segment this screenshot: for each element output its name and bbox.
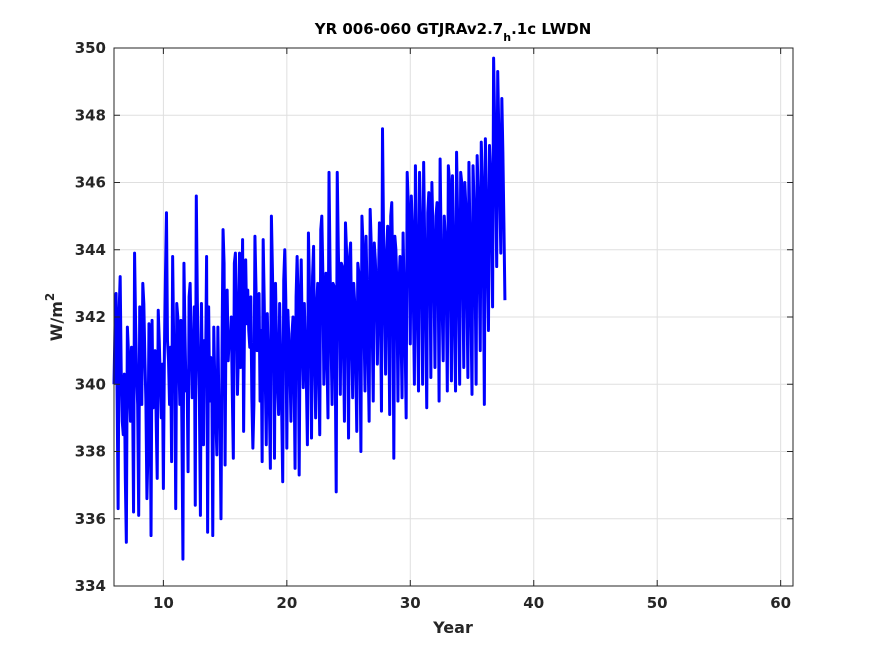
x-tick-label: 50 [647, 594, 668, 612]
y-axis-label: W/m2 [43, 293, 66, 342]
series-line [112, 56, 507, 561]
x-tick-label: 40 [523, 594, 544, 612]
axis-ticks: 10 20 30 40 50 60 334 336 338 340 342 344 346 348 350 [75, 39, 793, 612]
x-tick-label: 60 [770, 594, 791, 612]
y-tick-label: 348 [75, 106, 106, 124]
chart-title: YR 006-060 GTJRAv2.7h.1c LWDN [314, 20, 592, 44]
y-tick-label: 344 [75, 241, 106, 259]
chart-title-suffix: .1c LWDN [511, 20, 591, 38]
x-tick-label: 10 [153, 594, 174, 612]
x-tick-label: 30 [400, 594, 421, 612]
chart-title-main: YR 006-060 GTJRAv2.7 [314, 20, 504, 38]
y-axis-label-base: W/m [47, 301, 66, 341]
y-tick-label: 336 [75, 510, 106, 528]
chart-title-subscript: h [503, 31, 511, 44]
y-tick-label: 338 [75, 443, 106, 461]
y-tick-label: 334 [75, 577, 106, 595]
x-axis-label: Year [432, 618, 473, 637]
x-tick-label: 20 [276, 594, 297, 612]
y-tick-label: 346 [75, 174, 106, 192]
y-axis-label-superscript: 2 [43, 293, 57, 301]
series-layer [112, 56, 507, 561]
y-tick-label: 340 [75, 375, 106, 393]
y-tick-label: 350 [75, 39, 106, 57]
y-tick-label: 342 [75, 308, 106, 326]
